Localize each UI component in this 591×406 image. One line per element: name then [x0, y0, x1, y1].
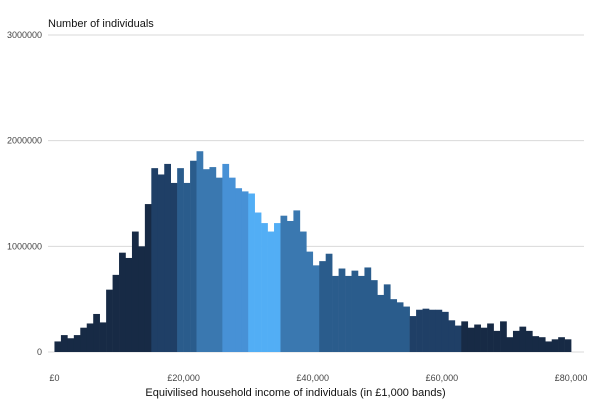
histogram-bar — [416, 309, 423, 352]
histogram-bar — [177, 168, 184, 352]
histogram-bar — [293, 210, 301, 352]
histogram-bar — [525, 330, 533, 352]
histogram-bar — [99, 322, 107, 352]
histogram-bar — [190, 160, 197, 352]
histogram-bar — [377, 294, 385, 352]
histogram-bar — [564, 339, 572, 352]
y-tick-label: 0 — [37, 347, 42, 357]
histogram-bar — [390, 299, 398, 352]
histogram-bar — [538, 337, 546, 352]
histogram-bar — [241, 191, 249, 352]
histogram-bar — [67, 338, 75, 352]
histogram-bar — [73, 335, 81, 352]
histogram-bar — [138, 246, 146, 352]
histogram-bar — [332, 275, 339, 352]
histogram-bar — [396, 302, 404, 352]
histogram-bar — [267, 231, 275, 352]
histogram-bar — [274, 223, 281, 352]
x-axis-title: Equivilised household income of individu… — [145, 387, 446, 399]
histogram-bar — [131, 231, 139, 352]
x-tick-label: £40,000 — [296, 373, 329, 383]
histogram-bar — [441, 311, 449, 352]
histogram-bar — [461, 321, 469, 352]
histogram-bar — [545, 341, 553, 352]
histogram-bar — [532, 336, 540, 352]
histogram-bar — [506, 337, 514, 352]
x-tick-label: £0 — [49, 373, 59, 383]
histogram-bar — [54, 341, 62, 352]
histogram-bar — [183, 182, 191, 352]
x-tick-label: £60,000 — [426, 373, 459, 383]
histogram-bar — [383, 284, 391, 352]
histogram-bar — [93, 313, 100, 352]
histogram-bar — [261, 223, 268, 352]
histogram-bar — [228, 177, 236, 352]
histogram-bar — [254, 212, 262, 352]
y-tick-label: 3000000 — [7, 30, 42, 40]
histogram-bar — [422, 308, 430, 352]
histogram-bar — [125, 257, 133, 352]
histogram-bar — [235, 188, 243, 352]
histogram-bar — [364, 267, 372, 352]
histogram-bar — [286, 220, 294, 352]
histogram-bar — [119, 252, 126, 352]
histogram-bar — [487, 323, 494, 352]
histogram-bar — [474, 324, 481, 352]
histogram-bar — [429, 309, 436, 352]
histogram-bar — [351, 270, 359, 352]
histogram-bar — [370, 280, 378, 352]
histogram-bar — [493, 330, 501, 352]
histogram-bar — [112, 274, 120, 352]
histogram-bar — [170, 182, 178, 352]
histogram-bar — [86, 323, 94, 352]
y-axis-title: Number of individuals — [48, 18, 154, 30]
histogram-bar — [299, 231, 307, 352]
histogram-bar — [215, 177, 223, 352]
histogram-bars — [54, 151, 572, 352]
histogram-bar — [500, 321, 507, 352]
histogram-bar — [209, 167, 217, 352]
y-tick-label: 2000000 — [7, 136, 42, 146]
histogram-bar — [551, 339, 559, 352]
x-tick-label: £80,000 — [555, 373, 588, 383]
histogram-bar — [519, 326, 527, 352]
y-tick-label: 1000000 — [7, 241, 42, 251]
histogram-bar — [151, 168, 159, 352]
histogram-bar — [512, 330, 520, 352]
histogram-bar — [403, 306, 410, 352]
x-tick-label: £20,000 — [167, 373, 200, 383]
histogram-bar — [306, 251, 314, 352]
histogram-bar — [106, 289, 113, 352]
histogram-bar — [60, 335, 68, 352]
histogram-bar — [312, 265, 320, 352]
histogram-bar — [345, 275, 352, 352]
histogram-bar — [435, 309, 443, 352]
histogram-bar — [319, 261, 326, 352]
histogram-bar — [196, 151, 204, 352]
histogram-bar — [338, 268, 346, 352]
y-tick-labels: 0 1000000 2000000 3000000 — [7, 30, 42, 357]
histogram-bar — [558, 337, 565, 352]
histogram-bar — [409, 316, 417, 352]
histogram-bar — [222, 163, 230, 352]
histogram-bar — [144, 204, 152, 352]
histogram-bar — [454, 325, 462, 352]
histogram-bar — [480, 327, 488, 352]
histogram-bar — [80, 327, 88, 352]
histogram-bar — [357, 275, 365, 352]
histogram-bar — [448, 320, 456, 352]
histogram-bar — [164, 163, 171, 352]
histogram-bar — [248, 193, 255, 352]
histogram-bar — [467, 327, 475, 352]
histogram-bar — [325, 253, 333, 352]
x-tick-labels: £0 £20,000 £40,000 £60,000 £80,000 — [49, 373, 587, 383]
histogram-bar — [157, 174, 165, 352]
histogram-bar — [280, 215, 288, 352]
histogram-bar — [202, 169, 210, 352]
